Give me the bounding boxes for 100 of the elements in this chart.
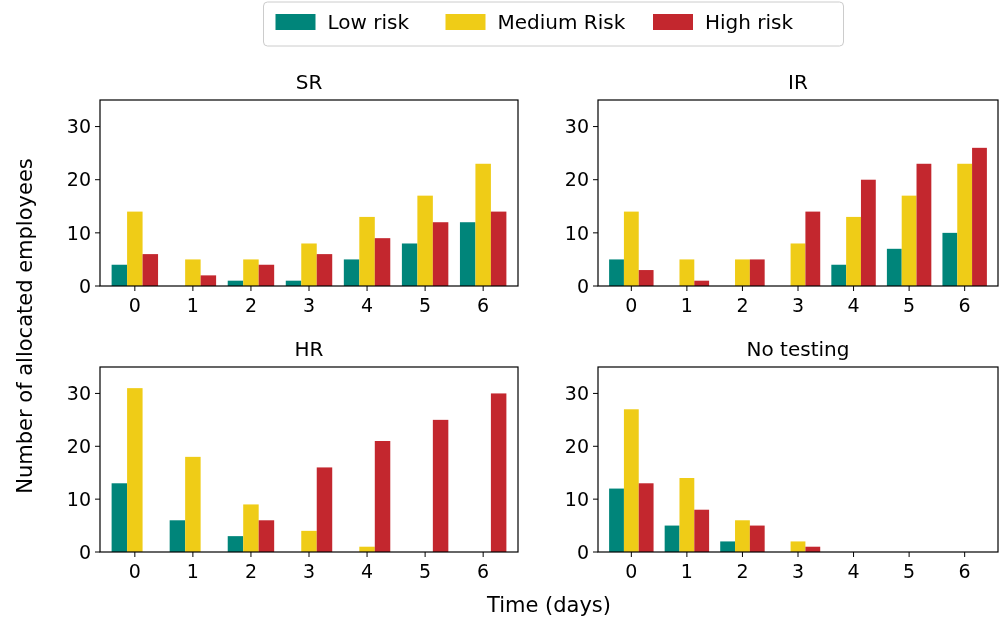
bar — [490, 211, 507, 286]
x-tick-label: 4 — [361, 560, 374, 582]
x-tick-label: 4 — [847, 294, 860, 316]
x-tick-label: 4 — [361, 294, 374, 316]
x-tick-label: 3 — [791, 294, 805, 316]
x-tick-label: 3 — [302, 560, 316, 582]
x-axis-title: Time (days) — [485, 593, 612, 617]
bar — [735, 520, 750, 552]
bar — [749, 259, 765, 286]
bar — [169, 520, 186, 552]
x-tick-label: 5 — [903, 560, 916, 582]
x-tick-label: 1 — [186, 294, 199, 316]
chart-title: IR — [788, 70, 808, 94]
bar — [185, 456, 201, 552]
bar — [359, 216, 375, 286]
bar — [623, 211, 639, 286]
y-axis-title: Number of allocated employees — [13, 158, 37, 494]
bar — [243, 504, 259, 552]
y-tick-label: 20 — [66, 168, 91, 191]
y-tick-label: 0 — [576, 540, 589, 563]
bar — [916, 163, 932, 286]
x-tick-label: 2 — [244, 294, 257, 316]
bar — [459, 222, 476, 286]
bar — [111, 264, 128, 286]
legend-label: Medium Risk — [497, 10, 626, 34]
y-tick-label: 20 — [66, 434, 91, 457]
x-tick-label: 2 — [736, 294, 749, 316]
x-tick-label: 1 — [186, 560, 199, 582]
y-tick-label: 0 — [78, 274, 91, 297]
x-tick-label: 6 — [958, 294, 971, 316]
legend-label: High risk — [705, 10, 794, 34]
x-tick-label: 0 — [625, 560, 638, 582]
x-tick-label: 6 — [477, 294, 490, 316]
y-tick-label: 0 — [576, 274, 589, 297]
bar — [831, 264, 847, 286]
y-tick-label: 30 — [66, 115, 91, 138]
bar — [790, 243, 806, 286]
bar — [301, 530, 317, 552]
bar — [623, 409, 639, 552]
bar — [886, 248, 902, 286]
bar — [227, 536, 244, 552]
bar — [490, 393, 507, 552]
bar — [749, 525, 765, 552]
x-tick-label: 1 — [680, 294, 693, 316]
y-tick-label: 30 — [564, 115, 589, 138]
bar — [127, 211, 143, 286]
bar — [860, 179, 876, 286]
x-tick-label: 1 — [680, 560, 693, 582]
bar — [185, 259, 201, 286]
bar — [374, 238, 391, 286]
bar — [901, 195, 917, 286]
y-tick-label: 30 — [66, 382, 91, 405]
bar — [142, 254, 159, 286]
bar — [735, 259, 750, 286]
bar — [316, 254, 333, 286]
bar — [200, 275, 217, 286]
bar — [258, 520, 275, 552]
bar — [609, 488, 624, 552]
bar — [432, 419, 449, 552]
bar — [374, 441, 391, 552]
y-tick-label: 10 — [66, 221, 91, 244]
bar — [942, 232, 958, 286]
bar — [638, 270, 654, 286]
y-tick-label: 20 — [564, 434, 589, 457]
x-tick-label: 2 — [244, 560, 257, 582]
legend-label: Low risk — [327, 10, 410, 34]
y-tick-label: 30 — [564, 382, 589, 405]
bar — [316, 467, 333, 552]
bar — [679, 478, 695, 552]
bar — [679, 259, 695, 286]
bar — [609, 259, 624, 286]
bar — [127, 388, 143, 552]
y-tick-label: 10 — [564, 487, 589, 510]
x-tick-label: 5 — [903, 294, 916, 316]
x-tick-label: 3 — [791, 560, 805, 582]
x-tick-label: 0 — [128, 294, 141, 316]
x-tick-label: 3 — [302, 294, 316, 316]
bar — [243, 259, 259, 286]
bar — [694, 509, 710, 552]
bar — [343, 259, 360, 286]
x-tick-label: 5 — [419, 560, 432, 582]
x-tick-label: 6 — [477, 560, 490, 582]
bar — [111, 483, 128, 552]
chart-title: No testing — [746, 337, 850, 361]
chart-title: SR — [295, 70, 323, 94]
bar — [720, 541, 736, 552]
x-tick-label: 5 — [419, 294, 432, 316]
x-tick-label: 0 — [625, 294, 638, 316]
chart-title: HR — [294, 337, 324, 361]
bar — [401, 243, 418, 286]
y-tick-label: 0 — [78, 540, 91, 563]
x-tick-label: 6 — [958, 560, 971, 582]
x-tick-label: 4 — [847, 560, 860, 582]
x-tick-label: 0 — [128, 560, 141, 582]
y-tick-label: 10 — [66, 487, 91, 510]
bar — [638, 483, 654, 552]
bar — [301, 243, 317, 286]
bar — [805, 211, 821, 286]
bar — [258, 264, 275, 286]
bar — [972, 147, 987, 286]
